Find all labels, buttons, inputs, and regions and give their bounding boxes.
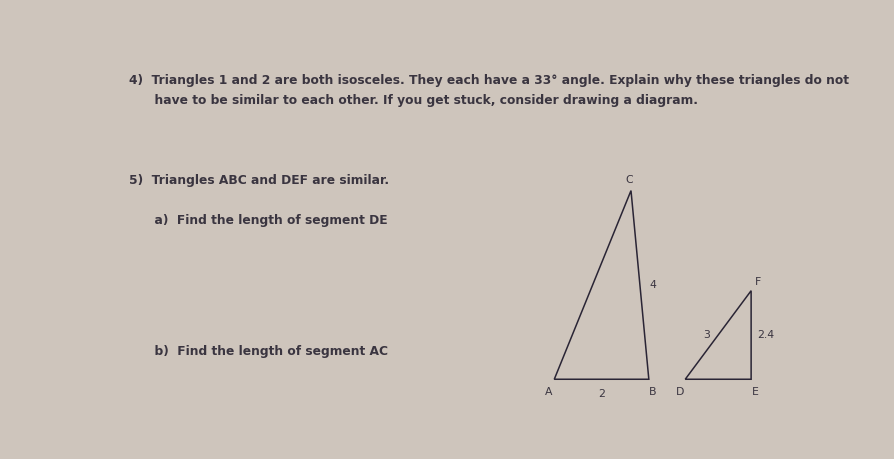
Text: A: A xyxy=(545,387,552,397)
Text: 4: 4 xyxy=(649,280,656,290)
Text: 3: 3 xyxy=(704,330,711,340)
Text: C: C xyxy=(626,175,633,185)
Text: 4)  Triangles 1 and 2 are both isosceles. They each have a 33° angle. Explain wh: 4) Triangles 1 and 2 are both isosceles.… xyxy=(129,73,848,87)
Text: 5)  Triangles ABC and DEF are similar.: 5) Triangles ABC and DEF are similar. xyxy=(129,174,389,187)
Text: b)  Find the length of segment AC: b) Find the length of segment AC xyxy=(129,345,388,358)
Text: D: D xyxy=(676,387,684,397)
Text: B: B xyxy=(649,387,656,397)
Text: 2: 2 xyxy=(598,389,605,399)
Text: E: E xyxy=(752,387,758,397)
Text: 2.4: 2.4 xyxy=(757,330,774,340)
Text: have to be similar to each other. If you get stuck, consider drawing a diagram.: have to be similar to each other. If you… xyxy=(129,95,698,107)
Text: F: F xyxy=(755,277,762,287)
Text: a)  Find the length of segment DE: a) Find the length of segment DE xyxy=(129,214,387,228)
